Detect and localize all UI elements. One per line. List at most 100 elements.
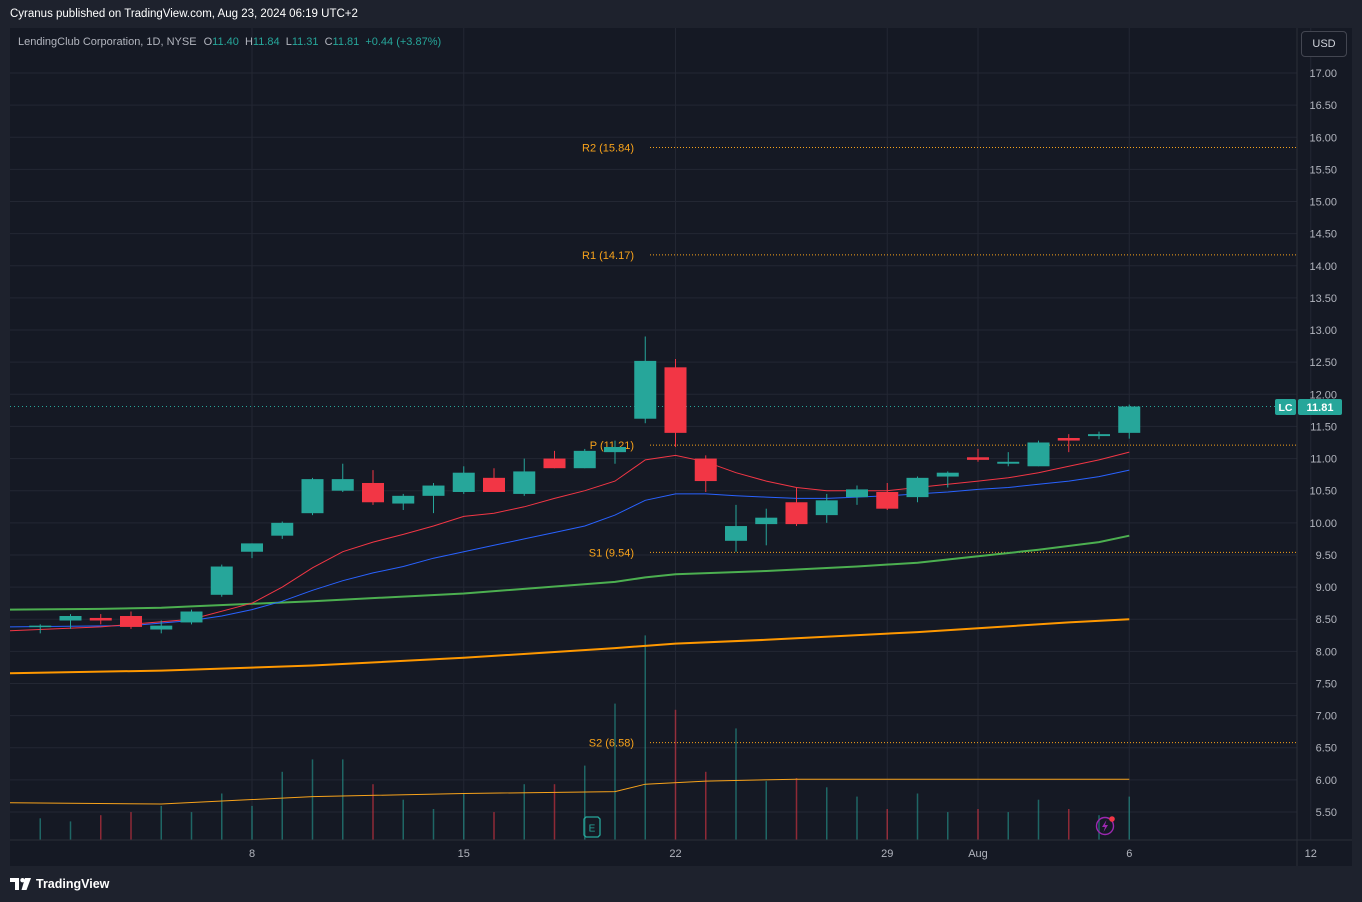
- y-tick-label: 5.50: [1316, 807, 1337, 819]
- candle-body: [543, 458, 566, 469]
- candle-body: [664, 367, 687, 433]
- y-tick-label: 11.00: [1310, 454, 1337, 466]
- candle-body: [483, 477, 505, 492]
- x-tick-label: 12: [1305, 848, 1317, 860]
- candle-body: [150, 625, 173, 630]
- y-tick-label: 17.00: [1309, 68, 1337, 80]
- tradingview-logo[interactable]: TradingView: [10, 877, 109, 891]
- candle-body: [1027, 442, 1050, 467]
- candle-body: [997, 461, 1020, 464]
- earnings-icon[interactable]: E: [583, 816, 601, 838]
- volume-bar: [856, 796, 858, 840]
- currency-button[interactable]: USD: [1301, 31, 1347, 57]
- low-value: 11.31: [291, 36, 319, 48]
- change-value: +0.44 (+3.87%): [365, 36, 442, 48]
- volume-bar: [493, 812, 495, 840]
- candle-body: [1118, 406, 1141, 433]
- candle-body: [392, 495, 415, 504]
- y-tick-label: 6.00: [1316, 775, 1337, 787]
- volume-bar: [100, 815, 102, 840]
- volume-bar: [1128, 796, 1130, 840]
- x-tick-label: Aug: [968, 848, 988, 860]
- y-tick-label: 13.00: [1309, 325, 1337, 337]
- symbol-tag-text: LC: [1279, 402, 1293, 414]
- y-tick-label: 7.50: [1316, 678, 1337, 690]
- candle-body: [452, 472, 475, 492]
- candle-body: [89, 617, 112, 621]
- price-axis[interactable]: 17.00 16.50 16.00 15.50 15.00 14.50 14.00 13.50…: [1309, 68, 1337, 819]
- candle-body: [785, 502, 808, 525]
- volume-bar: [644, 635, 646, 840]
- volume-bar: [553, 784, 556, 840]
- y-tick-label: 8.00: [1316, 646, 1337, 658]
- volume-bar: [795, 778, 798, 840]
- volume-bar: [372, 784, 374, 840]
- y-tick-label: 16.00: [1309, 132, 1337, 144]
- open-label: O: [203, 36, 213, 48]
- candle-body: [301, 479, 324, 514]
- volume-bar: [1098, 815, 1100, 840]
- volume-bar: [190, 812, 193, 840]
- grid-lines: [10, 28, 1312, 840]
- y-tick-label: 9.00: [1316, 582, 1337, 594]
- x-tick-label: 6: [1126, 848, 1132, 860]
- candle-body: [936, 472, 959, 477]
- y-tick-label: 9.50: [1316, 550, 1337, 562]
- x-tick-label: 8: [249, 848, 255, 860]
- y-tick-label: 11.50: [1310, 421, 1337, 433]
- pivot-label: R2 (15.84): [582, 143, 634, 155]
- y-tick-label: 15.00: [1309, 197, 1337, 209]
- candle-body: [694, 458, 717, 482]
- y-tick-label: 12.00: [1309, 389, 1337, 401]
- volume-bar: [735, 728, 737, 840]
- candle-body: [846, 489, 868, 498]
- volume-bar: [1068, 809, 1070, 840]
- ma-red-line: [9, 451, 1130, 632]
- x-tick-label: 29: [881, 848, 893, 860]
- pivot-label: S2 (6.58): [589, 738, 634, 750]
- candle-body: [180, 611, 203, 623]
- low-label: L: [285, 36, 292, 48]
- volume-bar: [221, 793, 223, 840]
- y-tick-label: 6.50: [1316, 743, 1337, 755]
- tradingview-logo-icon: [10, 878, 31, 890]
- candle-body: [210, 566, 233, 595]
- y-tick-label: 8.50: [1316, 614, 1337, 626]
- time-axis[interactable]: 8152229Aug6121926: [249, 848, 1362, 860]
- candle-body: [241, 543, 263, 552]
- volume-bar: [584, 765, 586, 840]
- volume-bar: [39, 818, 41, 840]
- candle-body: [725, 526, 747, 541]
- footer: TradingView: [0, 866, 1362, 902]
- y-tick-label: 10.00: [1309, 518, 1337, 530]
- ma-blue-line: [9, 469, 1130, 628]
- open-value: 11.40: [212, 36, 239, 48]
- y-tick-label: 7.00: [1316, 711, 1337, 723]
- close-label: C: [324, 36, 333, 48]
- y-tick-label: 15.50: [1309, 164, 1337, 176]
- volume-bar: [130, 812, 132, 840]
- pivot-label: S1 (9.54): [589, 547, 634, 559]
- volume-bar: [251, 805, 253, 840]
- candle-body: [271, 522, 294, 536]
- volume-bar: [463, 793, 465, 840]
- publish-header: Cyranus published on TradingView.com, Au…: [0, 0, 1362, 28]
- volume-bar: [886, 809, 888, 840]
- svg-text:E: E: [589, 824, 596, 835]
- volume-bar: [402, 799, 404, 840]
- symbol-title[interactable]: LendingClub Corporation, 1D, NYSE: [18, 36, 197, 48]
- candle-body: [331, 479, 354, 491]
- candle-body: [362, 482, 384, 503]
- volume-bars: [39, 635, 1130, 840]
- candle-body: [755, 517, 778, 525]
- volume-bar: [160, 805, 162, 840]
- volume-bar: [1037, 799, 1040, 840]
- dividend-lightning-icon[interactable]: [1095, 816, 1115, 836]
- volume-bar: [765, 781, 767, 840]
- symbol-tag: [1275, 399, 1296, 415]
- volume-bar: [614, 703, 616, 840]
- chart-frame: [10, 28, 1352, 866]
- ma-green-line: [9, 534, 1130, 611]
- volume-bar: [916, 793, 919, 840]
